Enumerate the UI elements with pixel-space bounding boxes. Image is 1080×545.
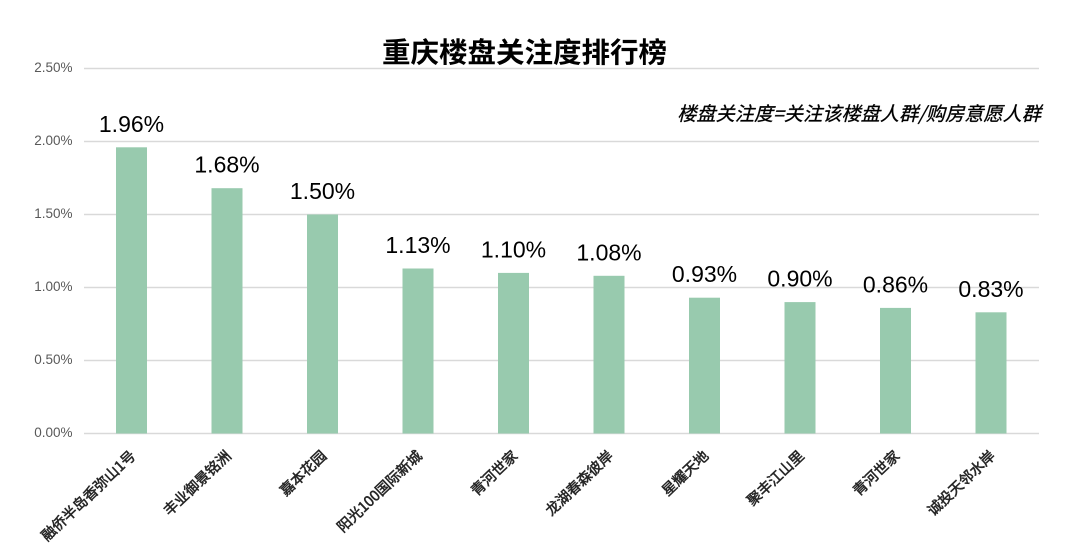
svg-text:1.13%: 1.13%	[385, 232, 450, 258]
svg-text:0.86%: 0.86%	[863, 271, 928, 297]
svg-text:1.50%: 1.50%	[34, 206, 72, 221]
svg-text:0.83%: 0.83%	[958, 276, 1023, 302]
svg-text:0.93%: 0.93%	[672, 261, 737, 287]
svg-text:2.00%: 2.00%	[34, 133, 72, 148]
svg-text:1.96%: 1.96%	[99, 111, 164, 137]
svg-text:0.90%: 0.90%	[767, 266, 832, 292]
svg-text:2.50%: 2.50%	[34, 60, 72, 75]
svg-text:1.08%: 1.08%	[576, 239, 641, 265]
svg-text:1.68%: 1.68%	[194, 152, 259, 178]
svg-text:1.50%: 1.50%	[290, 178, 355, 204]
svg-text:0.00%: 0.00%	[34, 425, 72, 440]
svg-text:0.50%: 0.50%	[34, 352, 72, 367]
svg-text:1.00%: 1.00%	[34, 279, 72, 294]
svg-text:1.10%: 1.10%	[481, 236, 546, 262]
